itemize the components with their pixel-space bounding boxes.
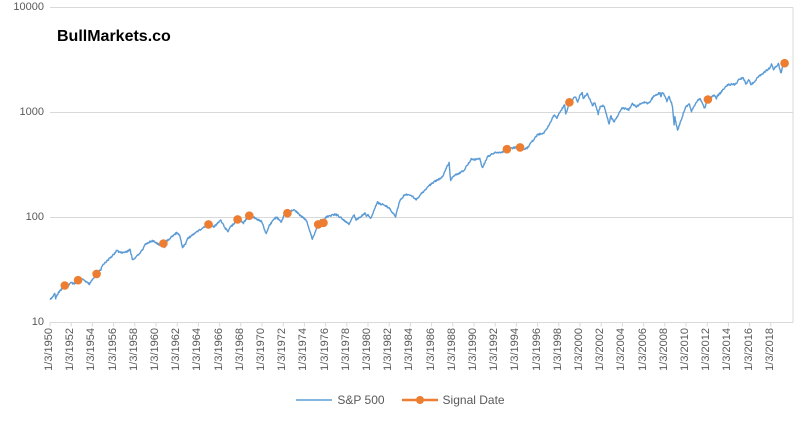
x-axis-label: 1/3/2000 (573, 328, 585, 371)
x-axis-label: 1/3/1994 (509, 328, 522, 371)
x-axis-label: 1/3/2004 (615, 328, 628, 371)
x-axis-label: 1/3/1978 (339, 328, 352, 371)
x-axis-label: 1/3/1966 (212, 328, 225, 371)
x-axis-label: 1/3/1960 (149, 328, 161, 371)
signal-marker (204, 220, 213, 229)
x-axis-label: 1/3/2014 (721, 328, 734, 371)
x-axis-label: 1/3/1958 (127, 328, 140, 371)
x-axis-label: 1/3/1950 (43, 328, 55, 371)
signal-marker (565, 98, 574, 107)
signal-marker (319, 218, 328, 228)
x-axis-label: 1/3/1986 (424, 328, 437, 371)
x-axis-label: 1/3/1952 (64, 328, 77, 371)
x-axis-label: 1/3/2012 (700, 328, 713, 371)
y-axis-label-1000: 1000 (19, 106, 44, 118)
legend-item-s-p-500: S&P 500 (295, 393, 385, 407)
legend-label: S&P 500 (337, 393, 385, 407)
x-axis-label: 1/3/1980 (361, 328, 373, 371)
x-axis-label: 1/3/2016 (742, 328, 755, 371)
x-axis-label: 1/3/2008 (657, 328, 670, 371)
x-axis-label: 1/3/1982 (382, 328, 395, 371)
chart-legend: S&P 500 Signal Date (0, 393, 800, 407)
x-axis-label: 1/3/1974 (297, 328, 310, 371)
sp500-line (49, 62, 785, 300)
signal-marker (60, 281, 70, 290)
x-axis-label: 1/3/1990 (467, 328, 479, 371)
signal-marker (159, 239, 168, 248)
signal-marker (703, 95, 713, 104)
x-axis-label: 1/3/1998 (551, 328, 564, 371)
x-axis-label: 1/3/1970 (255, 328, 267, 371)
x-axis-label: 1/3/1964 (191, 328, 204, 371)
x-axis-label: 1/3/2010 (679, 328, 691, 371)
x-axis-label: 1/3/1984 (403, 328, 416, 371)
legend-swatch-line-marker-icon (401, 396, 438, 404)
signal-marker (515, 143, 525, 152)
y-axis-label-100: 100 (25, 211, 44, 223)
signal-marker (73, 275, 83, 285)
x-axis-label: 1/3/1962 (170, 328, 183, 371)
signal-marker (245, 211, 254, 220)
chart-title: BullMarkets.co (57, 28, 171, 45)
x-axis-label: 1/3/1992 (488, 328, 501, 371)
legend-label: Signal Date (442, 393, 505, 407)
x-axis-label: 1/3/2002 (594, 328, 607, 371)
y-axis-label-10: 10 (31, 316, 44, 328)
signal-marker (502, 144, 512, 154)
x-axis-label: 1/3/1968 (233, 328, 246, 371)
signal-marker (92, 269, 101, 279)
signal-marker (283, 208, 292, 218)
x-axis-label: 1/3/2006 (636, 328, 649, 371)
x-axis-label: 1/3/1988 (445, 328, 458, 371)
x-axis-label: 1/3/1972 (276, 328, 289, 371)
x-axis-label: 1/3/1976 (318, 328, 331, 371)
x-axis-label: 1/3/1956 (106, 328, 119, 371)
signal-marker (780, 58, 789, 68)
legend-item-signal-date: Signal Date (401, 393, 505, 407)
legend-swatch-line-icon (296, 399, 333, 401)
y-axis-label-10000: 10000 (13, 1, 44, 13)
x-axis-label: 1/3/1996 (530, 328, 543, 371)
x-axis-label: 1/3/2018 (763, 328, 776, 371)
signal-marker (233, 215, 242, 224)
x-axis-label: 1/3/1954 (85, 328, 98, 371)
